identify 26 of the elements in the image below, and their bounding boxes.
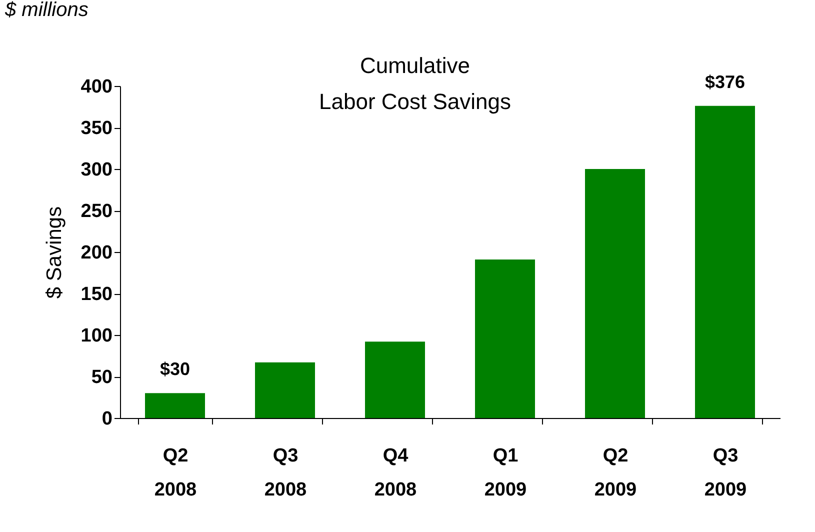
x-tick-label: Q2 2009 bbox=[594, 446, 637, 500]
data-label: $30 bbox=[160, 359, 190, 380]
y-tick-label: 300 bbox=[80, 160, 112, 180]
bar bbox=[585, 169, 645, 418]
y-tick-label: 150 bbox=[80, 284, 112, 305]
chart-title: Cumulative Labor Cost Savings bbox=[319, 53, 511, 114]
y-tick-label: 100 bbox=[80, 326, 112, 346]
y-tick-label: 400 bbox=[80, 76, 112, 98]
y-tick-label: 50 bbox=[91, 367, 112, 388]
bar bbox=[365, 342, 425, 418]
y-tick-label: 0 bbox=[102, 408, 112, 430]
text: $ millions bbox=[4, 0, 88, 21]
x-tick-label: Q2 2008 bbox=[154, 446, 197, 500]
y-axis-title: $ Savings bbox=[42, 206, 66, 299]
x-tick-label: Q4 2008 bbox=[374, 446, 417, 500]
bar bbox=[145, 393, 205, 418]
bar bbox=[475, 259, 535, 418]
bar bbox=[255, 362, 315, 418]
x-tick-label: Q1 2009 bbox=[484, 446, 527, 500]
x-tick-label: Q3 2008 bbox=[264, 446, 307, 500]
data-label: $376 bbox=[704, 72, 746, 92]
y-tick-label: 250 bbox=[80, 201, 112, 222]
y-tick-label: 200 bbox=[80, 242, 112, 264]
y-tick-label: 350 bbox=[80, 118, 112, 139]
x-tick-label: Q3 2009 bbox=[704, 446, 747, 500]
bar bbox=[695, 106, 755, 418]
